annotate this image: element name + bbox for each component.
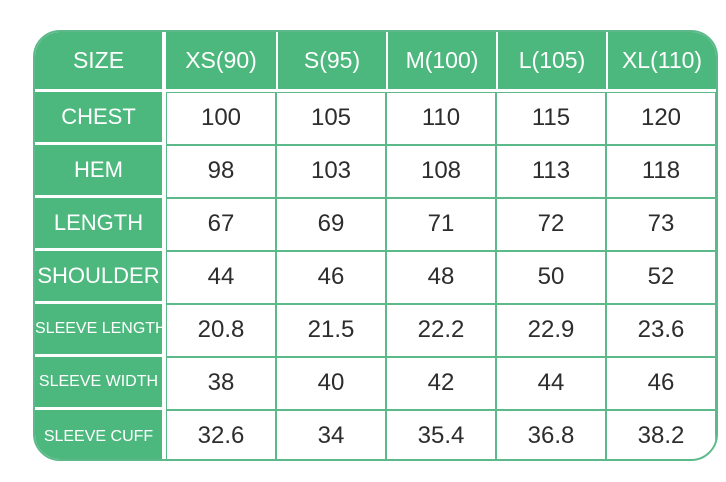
header-cell-size: SIZE [35, 32, 166, 92]
data-cell: 100 [166, 92, 276, 145]
header-cell-m: M(100) [386, 32, 496, 92]
row-label: SLEEVE WIDTH [35, 357, 166, 410]
row-label: SLEEVE LENGTH [35, 304, 167, 357]
data-cell: 21.5 [276, 304, 386, 357]
data-cell: 23.6 [606, 304, 716, 357]
data-cell: 44 [166, 251, 276, 304]
table-row-length: LENGTH 67 69 71 72 73 [35, 198, 716, 251]
data-cell: 69 [276, 198, 386, 251]
data-cell: 113 [496, 145, 606, 198]
header-cell-xs: XS(90) [166, 32, 276, 92]
data-cell: 42 [386, 357, 496, 410]
data-cell: 20.8 [166, 304, 276, 357]
data-cell: 50 [496, 251, 606, 304]
data-cell: 46 [276, 251, 386, 304]
data-cell: 52 [606, 251, 716, 304]
row-label: HEM [35, 145, 166, 198]
row-label: SLEEVE CUFF [35, 410, 166, 459]
data-cell: 22.2 [386, 304, 496, 357]
data-cell: 98 [166, 145, 276, 198]
data-cell: 120 [606, 92, 716, 145]
data-cell: 72 [496, 198, 606, 251]
data-cell: 32.6 [166, 410, 276, 459]
table-row-sleeve-cuff: SLEEVE CUFF 32.6 34 35.4 36.8 38.2 [35, 410, 716, 459]
row-label: CHEST [35, 92, 166, 145]
header-cell-s: S(95) [276, 32, 386, 92]
data-cell: 46 [606, 357, 716, 410]
table-row-hem: HEM 98 103 108 113 118 [35, 145, 716, 198]
table-row-sleeve-length: SLEEVE LENGTH 20.8 21.5 22.2 22.9 23.6 [35, 304, 716, 357]
data-cell: 36.8 [496, 410, 606, 459]
data-cell: 48 [386, 251, 496, 304]
size-chart-table-container: SIZE XS(90) S(95) M(100) L(105) XL(110) … [33, 30, 718, 461]
data-cell: 71 [386, 198, 496, 251]
data-cell: 115 [496, 92, 606, 145]
header-row: SIZE XS(90) S(95) M(100) L(105) XL(110) [35, 32, 716, 92]
table-row-shoulder: SHOULDER 44 46 48 50 52 [35, 251, 716, 304]
data-cell: 73 [606, 198, 716, 251]
data-cell: 110 [386, 92, 496, 145]
header-cell-xl: XL(110) [606, 32, 716, 92]
data-cell: 67 [166, 198, 276, 251]
data-cell: 103 [276, 145, 386, 198]
data-cell: 35.4 [386, 410, 496, 459]
data-cell: 22.9 [496, 304, 606, 357]
data-cell: 108 [386, 145, 496, 198]
row-label: LENGTH [35, 198, 166, 251]
header-cell-l: L(105) [496, 32, 606, 92]
data-cell: 105 [276, 92, 386, 145]
data-cell: 44 [496, 357, 606, 410]
table-row-sleeve-width: SLEEVE WIDTH 38 40 42 44 46 [35, 357, 716, 410]
data-cell: 40 [276, 357, 386, 410]
table-row-chest: CHEST 100 105 110 115 120 [35, 92, 716, 145]
row-label: SHOULDER [35, 251, 166, 304]
data-cell: 38.2 [606, 410, 716, 459]
size-chart-table: SIZE XS(90) S(95) M(100) L(105) XL(110) … [35, 32, 716, 459]
data-cell: 34 [276, 410, 386, 459]
data-cell: 38 [166, 357, 276, 410]
data-cell: 118 [606, 145, 716, 198]
